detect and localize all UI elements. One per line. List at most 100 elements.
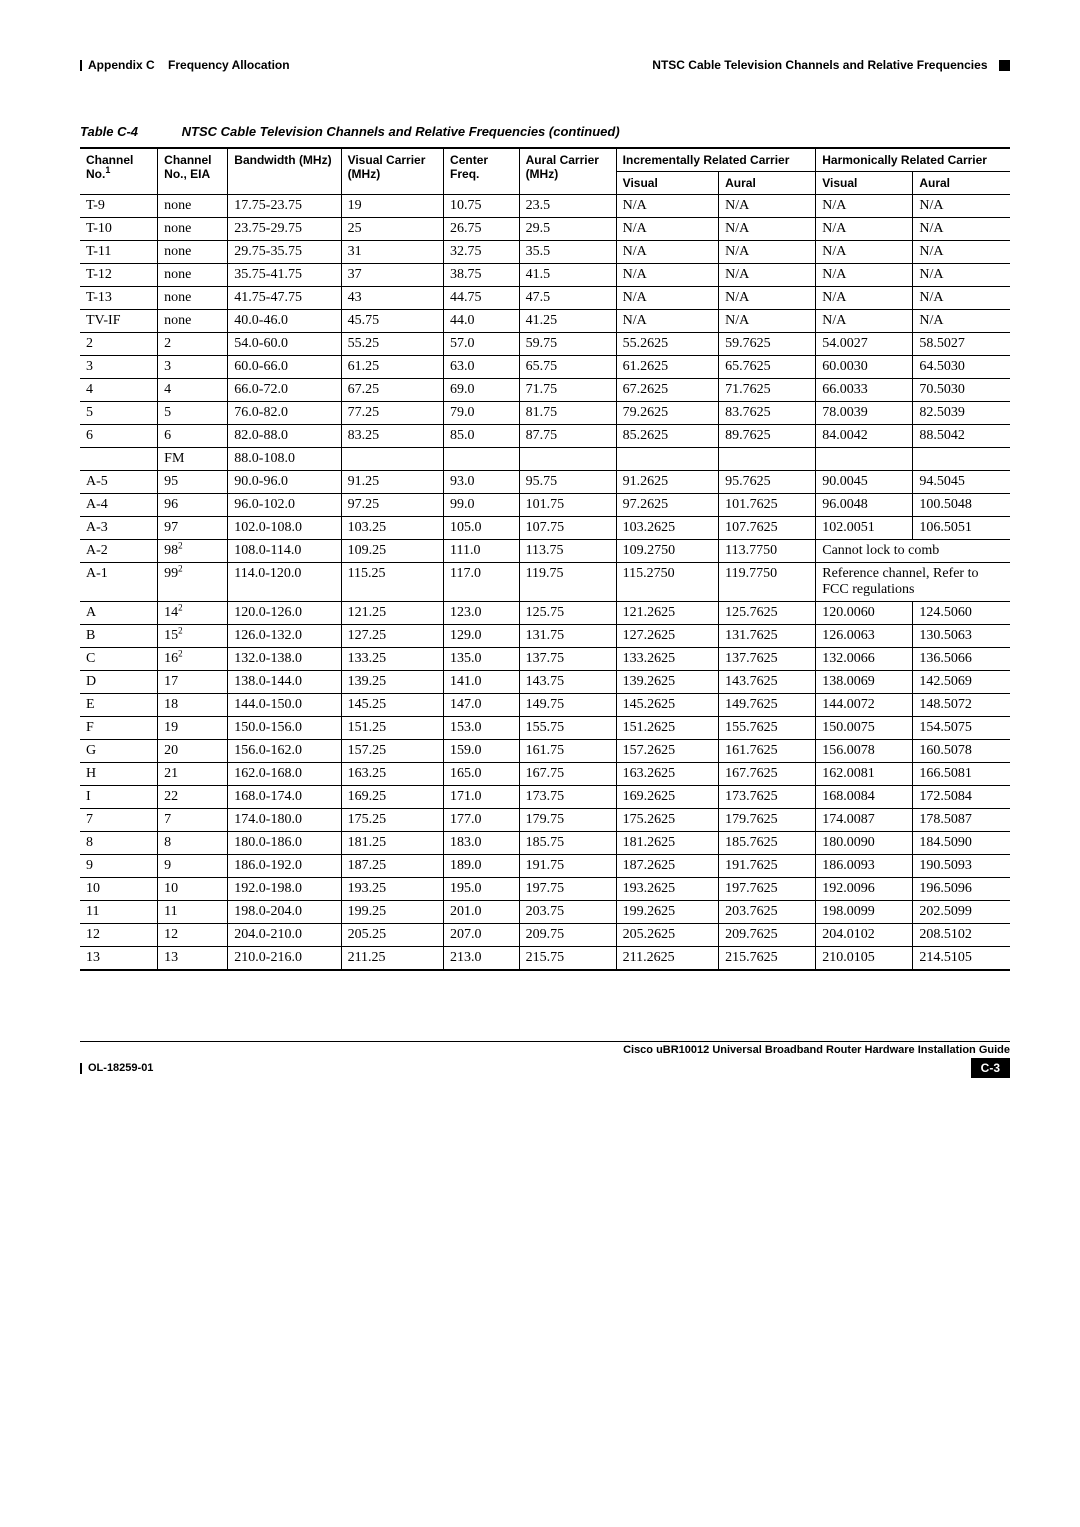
table-cell: 189.0 [444,855,520,878]
table-cell: 41.25 [519,310,616,333]
table-cell: 5 [80,402,158,425]
table-cell: 13 [158,947,228,971]
table-cell: 13 [80,947,158,971]
table-cell: 992 [158,563,228,602]
table-cell: 41.5 [519,264,616,287]
table-cell: A [80,602,158,625]
table-cell: N/A [816,310,913,333]
table-row: 6682.0-88.083.2585.087.7585.262589.76258… [80,425,1010,448]
table-row: FM88.0-108.0 [80,448,1010,471]
table-row: 1212204.0-210.0205.25207.0209.75205.2625… [80,924,1010,947]
table-cell: 81.75 [519,402,616,425]
table-cell: 61.25 [341,356,443,379]
table-row: G20156.0-162.0157.25159.0161.75157.26251… [80,740,1010,763]
table-cell: 59.7625 [719,333,816,356]
table-row: 1313210.0-216.0211.25213.0215.75211.2625… [80,947,1010,971]
table-cell: 8 [158,832,228,855]
table-cell: 70.5030 [913,379,1010,402]
table-cell: 145.25 [341,694,443,717]
table-cell: N/A [913,310,1010,333]
table-cell: 198.0099 [816,901,913,924]
table-cell: 102.0-108.0 [228,517,341,540]
table-cell: 143.7625 [719,671,816,694]
table-cell: 185.7625 [719,832,816,855]
table-cell: N/A [913,287,1010,310]
table-cell: A-1 [80,563,158,602]
table-cell: 205.2625 [616,924,718,947]
table-cell: 197.7625 [719,878,816,901]
table-cell: 157.2625 [616,740,718,763]
table-cell: 133.2625 [616,648,718,671]
table-cell: N/A [719,264,816,287]
table-cell: A-5 [80,471,158,494]
table-cell: G [80,740,158,763]
table-cell: 193.2625 [616,878,718,901]
table-cell: 54.0-60.0 [228,333,341,356]
table-cell: 97 [158,517,228,540]
table-cell: 171.0 [444,786,520,809]
table-cell: 115.25 [341,563,443,602]
table-cell: 151.25 [341,717,443,740]
table-cell: 11 [80,901,158,924]
table-cell: 204.0102 [816,924,913,947]
table-cell: 192.0096 [816,878,913,901]
table-cell: 180.0090 [816,832,913,855]
table-row: A-1992114.0-120.0115.25117.0119.75115.27… [80,563,1010,602]
table-cell: 91.2625 [616,471,718,494]
table-row: 4466.0-72.067.2569.071.7567.262571.76256… [80,379,1010,402]
table-cell: 203.75 [519,901,616,924]
table-row: T-9none17.75-23.751910.7523.5N/AN/AN/AN/… [80,195,1010,218]
table-cell: 154.5075 [913,717,1010,740]
table-cell: 47.5 [519,287,616,310]
table-cell: N/A [616,264,718,287]
table-cell: 137.75 [519,648,616,671]
table-cell: T-9 [80,195,158,218]
table-cell: T-12 [80,264,158,287]
table-cell: 95 [158,471,228,494]
table-cell: 96.0048 [816,494,913,517]
table-cell: 69.0 [444,379,520,402]
table-cell: F [80,717,158,740]
table-cell [444,448,520,471]
table-cell: 103.25 [341,517,443,540]
table-cell: 191.75 [519,855,616,878]
column-header: Incrementally Related Carrier [616,148,816,172]
table-cell: 2 [158,333,228,356]
table-cell: 71.7625 [719,379,816,402]
table-cell: 44.75 [444,287,520,310]
table-row: 88180.0-186.0181.25183.0185.75181.262518… [80,832,1010,855]
table-cell: 142 [158,602,228,625]
table-cell: 120.0060 [816,602,913,625]
table-cell: 35.5 [519,241,616,264]
table-cell: 153.0 [444,717,520,740]
table-cell: 44.0 [444,310,520,333]
table-cell: 129.0 [444,625,520,648]
table-cell: N/A [616,310,718,333]
table-row: T-11none29.75-35.753132.7535.5N/AN/AN/AN… [80,241,1010,264]
table-cell: 115.2750 [616,563,718,602]
table-cell: 162.0-168.0 [228,763,341,786]
column-subheader: Aural [719,172,816,195]
table-cell: 88.5042 [913,425,1010,448]
table-cell: N/A [913,195,1010,218]
table-row: A-397102.0-108.0103.25105.0107.75103.262… [80,517,1010,540]
table-cell: 67.25 [341,379,443,402]
table-cell: 150.0-156.0 [228,717,341,740]
table-cell: 147.0 [444,694,520,717]
table-cell-spanned: Cannot lock to comb [816,540,1010,563]
table-row: H21162.0-168.0163.25165.0167.75163.26251… [80,763,1010,786]
table-cell: N/A [719,218,816,241]
table-cell: 93.0 [444,471,520,494]
table-cell: 190.5093 [913,855,1010,878]
table-row: E18144.0-150.0145.25147.0149.75145.26251… [80,694,1010,717]
table-cell: 186.0-192.0 [228,855,341,878]
table-cell: 156.0-162.0 [228,740,341,763]
table-cell: 151.2625 [616,717,718,740]
table-cell: 196.5096 [913,878,1010,901]
table-cell: 60.0-66.0 [228,356,341,379]
table-cell: 21 [158,763,228,786]
table-cell: T-11 [80,241,158,264]
table-cell [519,448,616,471]
table-cell: 105.0 [444,517,520,540]
table-row: F19150.0-156.0151.25153.0155.75151.26251… [80,717,1010,740]
